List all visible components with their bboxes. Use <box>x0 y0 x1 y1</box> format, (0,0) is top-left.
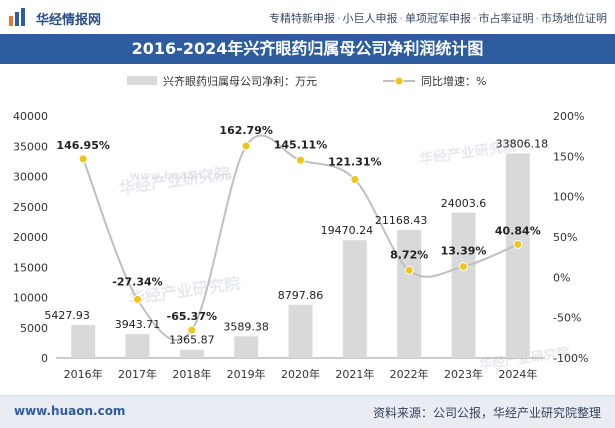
bar <box>125 334 150 358</box>
nav-item-danxiangguanjun[interactable]: 单项冠军申报 <box>405 12 471 25</box>
growth-value-label: 40.84% <box>495 224 541 237</box>
brand-name[interactable]: 华经情报网 <box>36 13 102 28</box>
y-left-tick-label: 5000 <box>20 322 48 335</box>
growth-line <box>82 134 519 342</box>
legend-line-label: 同比增速：% <box>421 74 486 88</box>
bar <box>342 240 367 358</box>
growth-value-label: 121.31% <box>328 155 381 168</box>
y-left-tick-label: 0 <box>41 352 48 365</box>
nav-separator: · <box>399 12 404 25</box>
line-marker <box>459 262 468 272</box>
line-series <box>78 134 523 342</box>
y-right-tick-label: 150% <box>553 150 584 163</box>
x-tick-label: 2019年 <box>227 367 266 381</box>
x-tick-label: 2018年 <box>172 367 211 381</box>
top-nav: 专精特新申报 · 小巨人申报 · 单项冠军申报 · 市占率证明 · 市场地位证明 <box>269 10 607 26</box>
y-left-tick-label: 25000 <box>13 201 48 214</box>
y-right-tick-label: -100% <box>553 352 588 365</box>
bar <box>451 212 476 358</box>
x-tick-label: 2017年 <box>118 367 157 381</box>
y-left-tick-label: 40000 <box>13 110 48 123</box>
x-tick-label: 2022年 <box>390 367 429 381</box>
line-marker <box>241 141 251 151</box>
legend: 兴齐眼药归属母公司净利：万元 同比增速：% <box>127 74 486 88</box>
growth-value-label: 8.72% <box>390 248 428 261</box>
bar <box>179 349 204 358</box>
x-tick-label: 2016年 <box>64 367 103 381</box>
growth-value-label: 13.39% <box>441 245 487 258</box>
bar <box>234 336 259 358</box>
x-tick-label: 2023年 <box>444 367 483 381</box>
bar-value-label: 8797.86 <box>278 289 324 302</box>
growth-value-label: -65.37% <box>167 310 217 323</box>
nav-separator: · <box>337 12 341 25</box>
nav-item-xiaojuren[interactable]: 小巨人申报 <box>342 12 398 25</box>
watermark-url: www.huaon.com <box>130 169 232 182</box>
growth-value-label: 145.11% <box>274 138 327 151</box>
bar <box>505 153 530 358</box>
footer: www.huaon.com 资料来源：公司公报，华经产业研究院整理 <box>0 395 615 428</box>
bar <box>288 304 313 358</box>
growth-value-label: 162.79% <box>219 124 272 137</box>
legend-bar-label: 兴齐眼药归属母公司净利：万元 <box>163 74 317 88</box>
top-bar: 华经情报网 专精特新申报 · 小巨人申报 · 单项冠军申报 · 市占率证明 · 市场地位证明 <box>0 0 615 35</box>
bar-value-label: 3589.38 <box>223 320 269 333</box>
line-marker <box>296 155 305 165</box>
y-left-tick-label: 20000 <box>13 231 48 244</box>
legend-bar-swatch <box>127 76 157 85</box>
bar-value-label: 19470.24 <box>321 224 374 237</box>
footer-url[interactable]: www.huaon.com <box>14 404 126 418</box>
bar-value-label: 24003.6 <box>441 197 487 210</box>
footer-source: 资料来源：公司公报，华经产业研究院整理 <box>372 406 601 420</box>
y-right-tick-label: 0% <box>553 271 570 284</box>
line-marker <box>513 239 523 249</box>
y-right-tick-label: 100% <box>553 191 584 204</box>
line-marker <box>187 325 197 335</box>
y-left-tick-label: 15000 <box>13 261 48 274</box>
line-marker <box>133 294 142 304</box>
y-right-tick-label: 50% <box>553 231 577 244</box>
y-left-tick-label: 30000 <box>13 171 48 184</box>
y-left-tick-label: 35000 <box>13 140 48 153</box>
y-right-tick-label: -50% <box>553 312 581 325</box>
y-right-tick-label: 200% <box>553 110 584 123</box>
nav-item-zhuanjingtexin[interactable]: 专精特新申报 <box>269 12 335 25</box>
growth-value-label: -27.34% <box>112 275 162 288</box>
nav-separator: · <box>535 12 540 25</box>
nav-item-shizhanlv[interactable]: 市占率证明 <box>478 12 534 25</box>
combo-chart: 华经产业研究院华经产业研究院华经产业研究院华经产业研究院www.huaon.co… <box>13 74 588 381</box>
line-marker <box>350 174 360 184</box>
data-labels: 5427.93 3943.71 1365.87 3589.38 8797.86 19470… <box>44 124 548 347</box>
brand-logo-icon <box>9 8 25 26</box>
bar-series <box>71 153 530 358</box>
line-marker <box>78 154 88 164</box>
growth-value-label: 146.95% <box>56 139 109 152</box>
x-tick-label: 2024年 <box>498 367 537 381</box>
nav-item-shichangdiwei[interactable]: 市场地位证明 <box>541 12 607 25</box>
legend-marker-swatch <box>394 76 404 86</box>
bar-value-label: 5427.93 <box>44 309 90 322</box>
bar <box>397 229 422 358</box>
x-tick-label: 2021年 <box>335 367 374 381</box>
bar-value-label: 3943.71 <box>115 318 161 331</box>
bar-value-label: 21168.43 <box>375 214 428 227</box>
axes: 0 5000 10000 15000 20000 25000 30000 35000 40000… <box>13 110 588 381</box>
line-marker <box>404 265 414 275</box>
bar-value-label: 1365.87 <box>169 334 215 347</box>
nav-separator: · <box>473 12 477 25</box>
bar-value-label: 33806.18 <box>496 137 549 150</box>
chart-title: 2016-2024年兴齐眼药归属母公司净利润统计图 <box>0 34 615 64</box>
y-left-tick-label: 10000 <box>13 292 48 305</box>
bar <box>71 325 96 358</box>
x-tick-label: 2020年 <box>281 367 320 381</box>
